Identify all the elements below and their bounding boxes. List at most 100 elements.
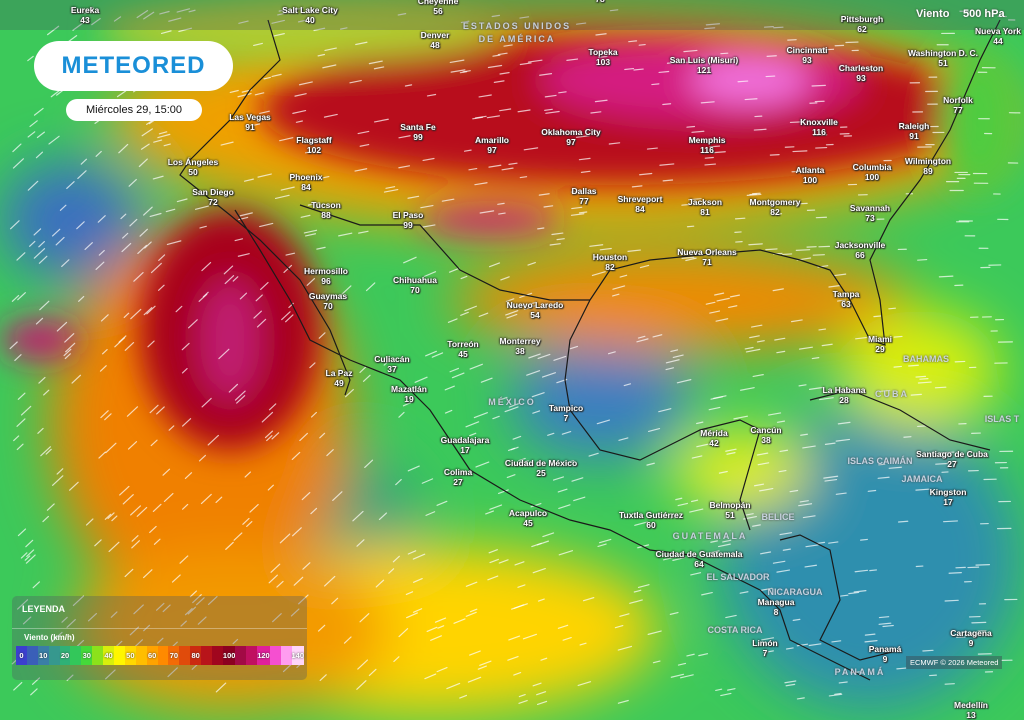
city-label[interactable]: La Habana 28 [823, 385, 866, 405]
city-label[interactable]: Amarillo 97 [475, 135, 509, 155]
city-label[interactable]: Cincinnati 93 [786, 45, 827, 65]
city-label[interactable]: Flagstaff 102 [296, 135, 331, 155]
wind-streak [799, 500, 809, 503]
city-label[interactable]: Tuxtla Gutiérrez 60 [619, 510, 683, 530]
wind-streak [426, 93, 437, 97]
layer-name[interactable]: Viento [916, 8, 950, 20]
wind-speed-value: 84 [635, 204, 645, 214]
wind-streak [234, 238, 244, 242]
city-label[interactable]: Oklahoma City 97 [541, 127, 601, 147]
city-label[interactable]: Pittsburgh 62 [841, 14, 884, 34]
city-label[interactable]: Monterrey 38 [499, 336, 540, 356]
city-label[interactable]: Charleston 93 [839, 63, 883, 83]
city-label[interactable]: Nuevo Laredo 54 [507, 300, 564, 320]
city-label[interactable]: Raleigh 91 [899, 121, 930, 141]
wind-streak [492, 54, 501, 57]
city-label[interactable]: Norfolk 77 [943, 95, 973, 115]
wind-streak [750, 324, 763, 328]
wind-streak [153, 139, 163, 143]
city-label[interactable]: Atlanta 100 [796, 165, 825, 185]
city-label[interactable]: Mérida 42 [700, 428, 727, 448]
city-label[interactable]: Ciudad de México 25 [505, 458, 577, 478]
city-label[interactable]: Tucson 88 [311, 200, 341, 220]
wind-streak [665, 359, 680, 364]
city-label[interactable]: Nueva Orleans 71 [677, 247, 737, 267]
wind-streak [364, 459, 374, 469]
city-label[interactable]: Culiacán 37 [374, 354, 409, 374]
wind-streak [260, 281, 269, 291]
wind-streak [672, 556, 686, 561]
city-label[interactable]: Jackson 81 [688, 197, 722, 217]
city-label[interactable]: Kingston 17 [930, 487, 967, 507]
wind-streak [280, 186, 295, 191]
city-label[interactable]: Salt Lake City 40 [282, 5, 338, 25]
city-label[interactable]: Santiago de Cuba 27 [916, 449, 988, 469]
city-label[interactable]: Dallas 77 [571, 186, 596, 206]
city-label[interactable]: Torreón 45 [447, 339, 478, 359]
wind-streak [756, 340, 765, 343]
city-label[interactable]: Mazatlán 19 [391, 384, 427, 404]
wind-streak [105, 669, 116, 680]
city-label[interactable]: Houston 82 [593, 252, 627, 272]
city-label[interactable]: Ciudad de Guatemala 64 [656, 549, 743, 569]
city-label[interactable]: San Luis (Misuri) 121 [670, 55, 738, 75]
city-label[interactable]: Tampa 63 [833, 289, 860, 309]
forecast-datetime[interactable]: Miércoles 29, 15:00 [66, 99, 202, 121]
city-label[interactable]: Cartagena 9 [950, 628, 992, 648]
city-label[interactable]: Montgomery 82 [750, 197, 801, 217]
wind-streak [324, 575, 336, 587]
city-label[interactable]: Chihuahua 70 [393, 275, 437, 295]
city-label[interactable]: Colima 27 [444, 467, 472, 487]
city-label[interactable]: Wilmington 89 [905, 156, 951, 176]
city-label[interactable]: Medellín 13 [954, 700, 988, 720]
wind-streak [714, 292, 725, 296]
city-label[interactable]: Managua 8 [758, 597, 795, 617]
city-label[interactable]: La Paz 49 [326, 368, 353, 388]
wind-streak [539, 73, 553, 76]
city-label[interactable]: Shreveport 84 [618, 194, 663, 214]
city-label[interactable]: Memphis 116 [689, 135, 726, 155]
meteored-logo[interactable]: METEORED [34, 41, 233, 91]
city-label[interactable]: Eureka 43 [71, 5, 99, 25]
city-label[interactable]: Belmopán 51 [709, 500, 750, 520]
city-label[interactable]: Tampico 7 [549, 403, 583, 423]
city-label[interactable]: Acapulco 45 [509, 508, 547, 528]
city-label[interactable]: Jacksonville 66 [835, 240, 886, 260]
wind-streak [134, 639, 143, 648]
city-label[interactable]: Guadalajara 17 [441, 435, 490, 455]
wind-streak [647, 427, 661, 432]
city-name: Colima [443, 467, 473, 477]
city-label[interactable]: Hermosillo 96 [304, 266, 348, 286]
city-label[interactable]: Cheyenne 56 [418, 0, 459, 16]
city-label[interactable]: Panamá 9 [869, 644, 902, 664]
city-label[interactable]: Topeka 103 [588, 47, 617, 67]
pressure-level[interactable]: 500 hPa [963, 8, 1005, 20]
city-label[interactable]: Guaymas 70 [309, 291, 347, 311]
city-label[interactable]: Cancún 38 [750, 425, 781, 445]
city-label[interactable]: 78 [595, 0, 604, 4]
wind-streak [424, 673, 437, 680]
wind-streak [84, 242, 93, 251]
city-label[interactable]: Columbia 100 [853, 162, 892, 182]
city-label[interactable]: Denver 48 [421, 30, 450, 50]
city-label[interactable]: San Diego 72 [192, 187, 234, 207]
city-label[interactable]: Limón 7 [752, 638, 778, 658]
city-label[interactable]: Nueva York 44 [975, 26, 1021, 46]
wind-streak [259, 110, 270, 115]
city-label[interactable]: Santa Fe 99 [400, 122, 435, 142]
city-label[interactable]: Las Vegas 91 [229, 112, 271, 132]
wind-streak [705, 23, 721, 26]
wind-streak [168, 425, 175, 431]
city-label[interactable]: Miami 29 [868, 334, 892, 354]
city-label[interactable]: Savannah 73 [850, 203, 890, 223]
city-label[interactable]: Phoenix 84 [289, 172, 322, 192]
wind-streak [708, 406, 721, 411]
wind-streak [267, 484, 274, 491]
wind-streak [122, 232, 129, 239]
wind-streak [935, 462, 949, 465]
city-label[interactable]: El Paso 99 [393, 210, 424, 230]
city-label[interactable]: Washington D. C. 51 [908, 48, 978, 68]
city-label[interactable]: Knoxville 116 [800, 117, 838, 137]
city-label[interactable]: Los Ángeles 50 [168, 157, 219, 177]
